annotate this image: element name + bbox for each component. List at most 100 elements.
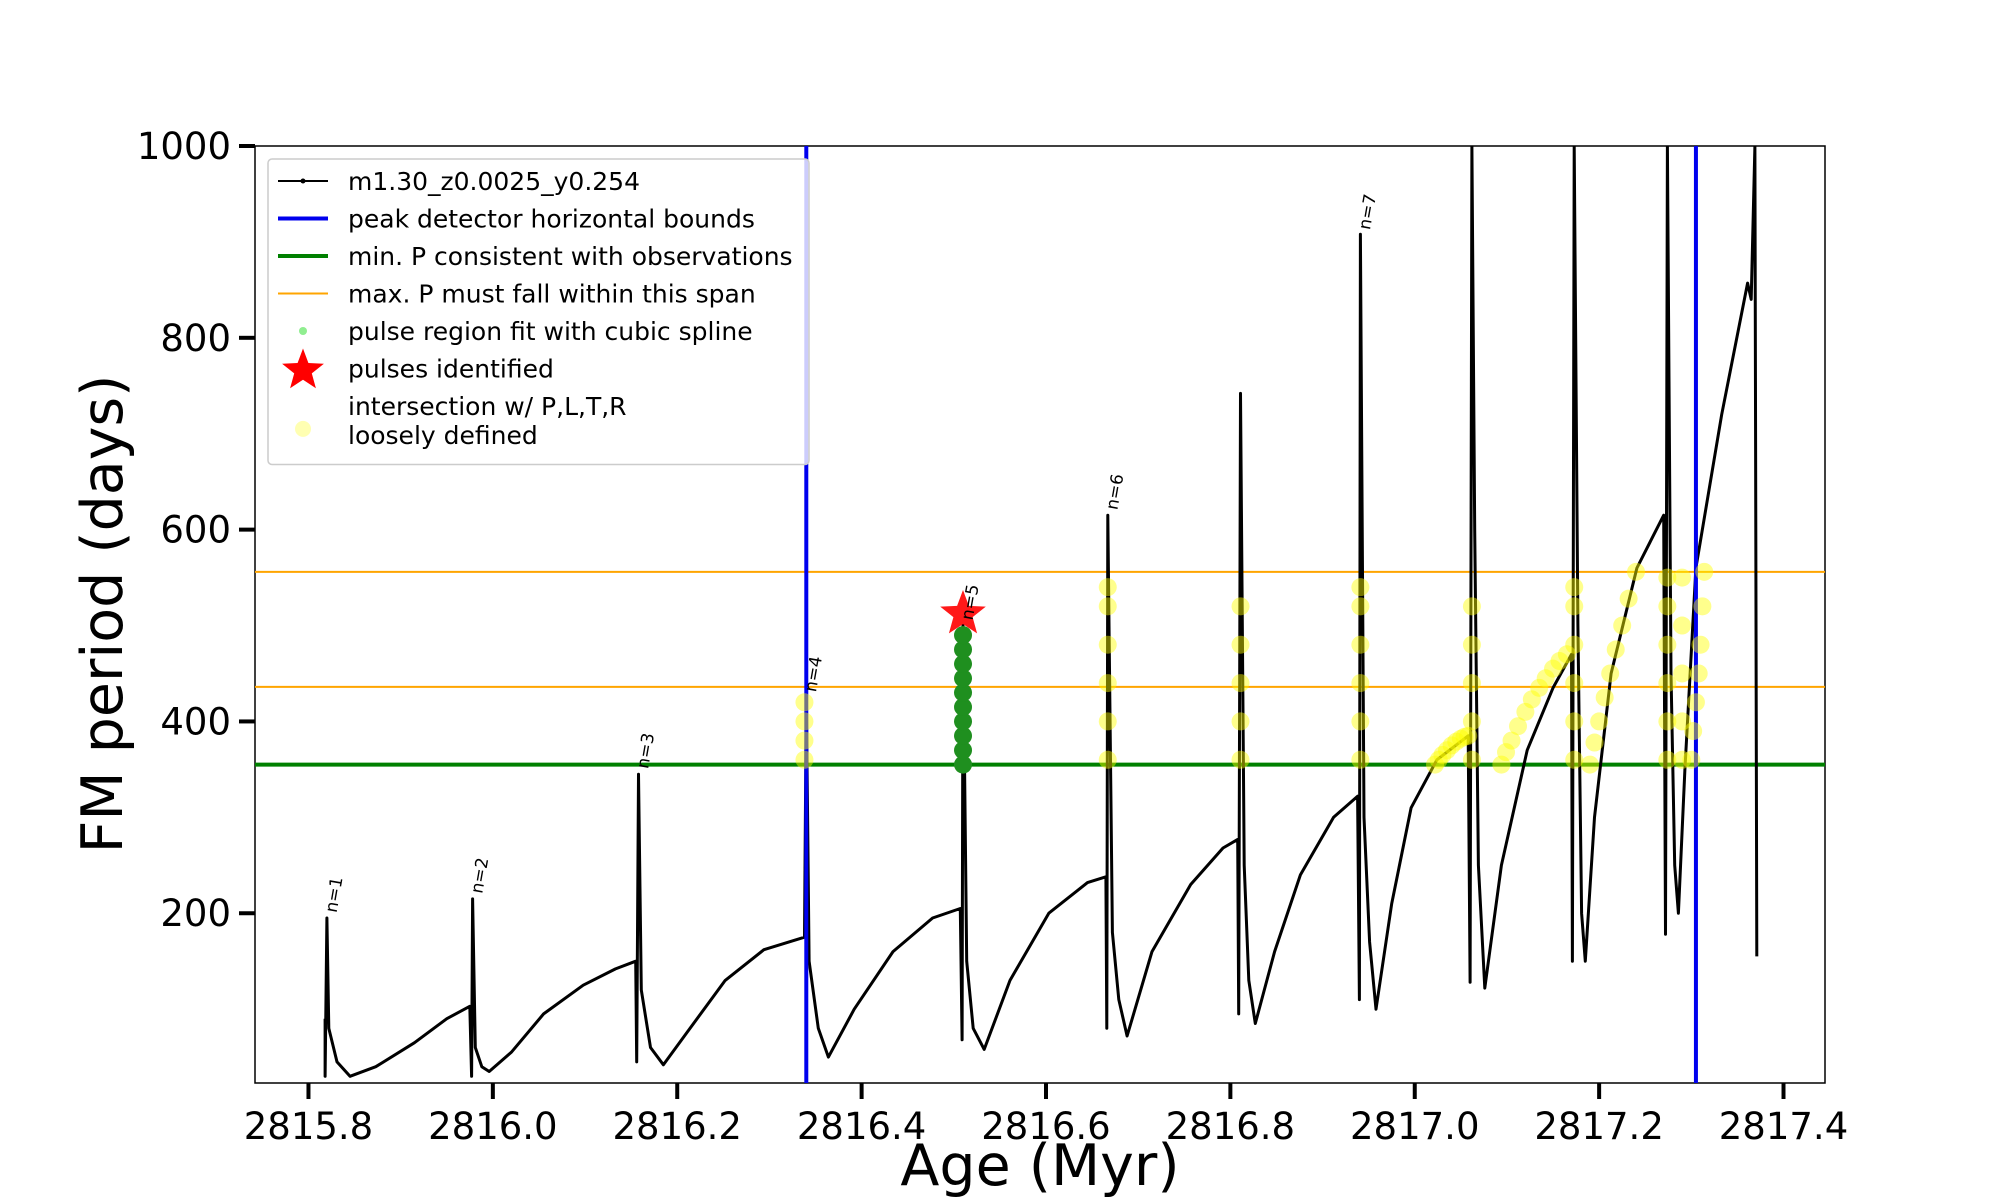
scatter-point [954, 683, 973, 702]
y-tick-label: 200 [160, 892, 231, 935]
plot-frame [254, 145, 1826, 1084]
scatter-point [954, 755, 973, 774]
annotation: n=7 [1355, 192, 1381, 231]
scatter-point [1673, 750, 1692, 769]
legend-label: max. P must fall within this span [348, 280, 756, 309]
scatter-point [954, 712, 973, 731]
legend-label: pulses identified [348, 355, 554, 384]
scatter-point [1351, 750, 1370, 769]
scatter-point [795, 731, 814, 750]
y-tick-label: 1000 [137, 125, 231, 168]
scatter-point [1682, 750, 1701, 769]
scatter-point [1686, 693, 1705, 712]
scatter-point [1565, 578, 1584, 597]
scatter-point [1429, 750, 1448, 769]
scatter-point [1231, 712, 1250, 731]
x-tick-label: 2817.2 [1534, 1105, 1663, 1148]
scatter-point [1426, 755, 1445, 774]
scatter-point [1673, 712, 1692, 731]
scatter-point [954, 626, 973, 645]
scatter-point [1462, 635, 1481, 654]
legend-swatch [300, 178, 306, 184]
scatter-point [954, 741, 973, 760]
annotation: n=6 [1103, 473, 1129, 512]
scatter-point [1565, 750, 1584, 769]
scatter-point [1462, 712, 1481, 731]
scatter-point [1522, 690, 1541, 709]
scatter-point [1502, 731, 1521, 750]
scatter-point [1580, 755, 1599, 774]
scatter-point [1544, 659, 1563, 678]
x-tick-label: 2816.0 [428, 1105, 557, 1148]
scatter-point [1658, 750, 1677, 769]
scatter-point [1595, 688, 1614, 707]
y-tick-label: 400 [160, 700, 231, 743]
x-axis-label: Age (Myr) [900, 1133, 1179, 1199]
scatter-point [1098, 750, 1117, 769]
scatter-point [1590, 712, 1609, 731]
legend-label: peak detector horizontal bounds [348, 205, 755, 234]
scatter-point [1565, 712, 1584, 731]
scatter-point [795, 750, 814, 769]
legend-label: pulse region fit with cubic spline [348, 317, 753, 346]
scatter-point [954, 726, 973, 745]
annotation: n=5 [958, 583, 984, 622]
annotation: n=1 [322, 875, 348, 914]
scatter-point [1585, 733, 1604, 752]
scatter-point [1462, 597, 1481, 616]
scatter-point [1231, 750, 1250, 769]
scatter-point [1673, 616, 1692, 635]
line-series [323, 146, 1759, 1078]
scatter-point [1098, 597, 1117, 616]
scatter-point [1601, 664, 1620, 683]
scatter-point [1658, 597, 1677, 616]
scatter-point [1550, 652, 1569, 671]
scatter-point [1613, 616, 1632, 635]
scatter-point [1351, 578, 1370, 597]
scatter-point [1462, 674, 1481, 693]
star-marker [940, 590, 986, 634]
x-tick-label: 2816.4 [797, 1105, 926, 1148]
scatter-point [795, 693, 814, 712]
x-tick-label: 2816.2 [612, 1105, 741, 1148]
scatter-point [1658, 568, 1677, 587]
x-tick-label: 2817.4 [1719, 1105, 1848, 1148]
scatter-point [1351, 674, 1370, 693]
scatter-point [1619, 589, 1638, 608]
legend-swatch [295, 420, 311, 437]
scatter-point [1455, 727, 1474, 746]
scatter-point [1689, 664, 1708, 683]
scatter-point [1497, 743, 1516, 762]
scatter-point [1516, 702, 1535, 721]
annotation: n=2 [467, 856, 493, 895]
scatter-point [1509, 717, 1528, 736]
scatter-point [1530, 678, 1549, 697]
scatter-point [1627, 562, 1646, 581]
scatter-point [1673, 664, 1692, 683]
scatter-point [1442, 736, 1461, 755]
scatter-point [1351, 597, 1370, 616]
scatter-point [1695, 562, 1714, 581]
scatter-point [1492, 755, 1511, 774]
scatter-point [1684, 722, 1703, 741]
scatter-point [1438, 741, 1457, 760]
scatter-point [1451, 729, 1470, 748]
scatter-point [1231, 674, 1250, 693]
scatter-point [1098, 712, 1117, 731]
scatter-point [1565, 674, 1584, 693]
legend-label: m1.30_z0.0025_y0.254 [348, 167, 640, 196]
scatter-point [795, 712, 814, 731]
scatter-point [1231, 597, 1250, 616]
legend-label: min. P consistent with observations [348, 242, 793, 271]
legend-swatch [282, 348, 324, 389]
scatter-point [1231, 635, 1250, 654]
y-axis-label: FM period (days) [70, 375, 136, 854]
scatter-point [1693, 597, 1712, 616]
legend-label: intersection w/ P,L,T,R loosely defined [348, 392, 627, 450]
legend-box [267, 158, 810, 466]
scatter-point [1557, 645, 1576, 664]
legend-swatch [299, 327, 307, 335]
scatter-point [1351, 635, 1370, 654]
